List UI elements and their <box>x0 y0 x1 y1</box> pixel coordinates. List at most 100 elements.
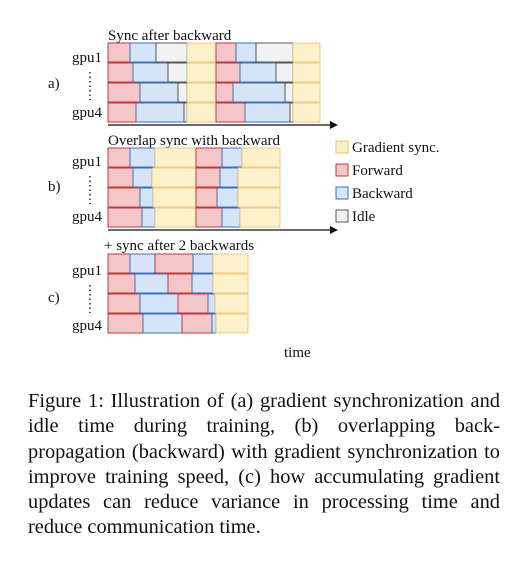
segment-forward <box>167 273 193 294</box>
segment-backward <box>129 147 156 168</box>
segment-sync <box>152 187 197 208</box>
segment-forward <box>177 293 209 314</box>
segment-sync <box>215 313 249 334</box>
figure-caption: Figure 1: Illustration of (a) gradient s… <box>28 390 500 539</box>
segment-backward <box>207 293 216 314</box>
segment-sync <box>212 253 249 274</box>
segment-sync <box>186 62 217 83</box>
segment-forward <box>154 253 194 274</box>
segment-sync <box>292 42 321 63</box>
panel-b-title: Overlap sync with backward <box>108 133 281 149</box>
panel-c-bars <box>107 253 249 334</box>
segment-backward <box>139 82 179 103</box>
legend-label-forward: Forward <box>352 163 403 179</box>
legend-item-forward: Forward <box>335 163 403 179</box>
legend-swatch-backward <box>335 186 349 200</box>
segment-forward <box>107 147 131 168</box>
segment-sync <box>186 82 217 103</box>
segment-idle <box>177 82 188 103</box>
segment-backward <box>239 62 277 83</box>
segment-forward <box>195 207 223 228</box>
legend-item-backward: Backward <box>335 186 413 202</box>
segment-forward <box>107 42 131 63</box>
segment-forward <box>107 253 131 274</box>
legend-swatch-gradient-sync <box>335 140 349 154</box>
segment-forward <box>181 313 213 334</box>
segment-forward <box>107 167 134 188</box>
segment-forward <box>215 102 246 123</box>
segment-forward <box>215 82 234 103</box>
legend-item-gradient-sync: Gradient sync. <box>335 140 439 156</box>
segment-backward <box>129 42 157 63</box>
panel-a-gpu-bottom: gpu4 <box>72 105 103 121</box>
panel-b-gpu-bottom: gpu4 <box>72 209 103 225</box>
segment-sync <box>292 102 321 123</box>
segment-idle <box>284 82 294 103</box>
segment-idle <box>275 62 294 83</box>
legend-label-gradient-sync: Gradient sync. <box>352 140 439 156</box>
segment-backward <box>141 207 156 228</box>
segment-backward <box>219 167 239 188</box>
legend-swatch-idle <box>335 209 349 223</box>
segment-idle <box>255 42 294 63</box>
time-axis-label: time <box>284 345 311 361</box>
segment-sync <box>154 147 197 168</box>
panel-b: Overlap sync with backward b) gpu1 gpu4 <box>48 133 338 234</box>
segment-forward <box>107 313 144 334</box>
legend-swatch-forward <box>335 163 349 177</box>
segment-sync <box>154 207 197 228</box>
segment-idle <box>289 102 294 123</box>
segment-forward <box>107 62 134 83</box>
segment-forward <box>195 187 218 208</box>
segment-sync <box>186 102 217 123</box>
segment-forward <box>107 273 136 294</box>
panel-b-label: b) <box>48 179 61 195</box>
segment-backward <box>132 167 153 188</box>
segment-sync <box>237 187 281 208</box>
segment-backward <box>135 102 185 123</box>
segment-backward <box>235 42 257 63</box>
panel-b-gpu-top: gpu1 <box>72 154 102 170</box>
panel-b-axis-arrowhead <box>330 226 338 234</box>
panel-c-title: + sync after 2 backwards <box>104 238 254 254</box>
panel-b-bars <box>107 147 281 228</box>
panel-a-gpu-top: gpu1 <box>72 50 102 66</box>
segment-idle <box>167 62 188 83</box>
segment-sync <box>237 167 281 188</box>
segment-sync <box>239 207 281 228</box>
segment-idle <box>155 42 188 63</box>
segment-backward <box>221 147 243 168</box>
segment-backward <box>244 102 291 123</box>
segment-forward <box>107 207 143 228</box>
segment-backward <box>139 293 179 314</box>
segment-backward <box>221 207 241 228</box>
panel-c: + sync after 2 backwards c) gpu1 gpu4 ti… <box>48 238 311 361</box>
segment-sync <box>292 82 321 103</box>
panel-c-gpu-bottom: gpu4 <box>72 318 103 334</box>
segment-forward <box>107 102 137 123</box>
panel-a-label: a) <box>48 76 60 92</box>
segment-backward <box>139 187 154 208</box>
segment-backward <box>134 273 169 294</box>
panel-a-title: Sync after backward <box>108 28 232 44</box>
legend-label-backward: Backward <box>352 186 413 202</box>
legend-item-idle: Idle <box>335 209 376 225</box>
segment-sync <box>212 273 249 294</box>
panel-c-gpu-top: gpu1 <box>72 263 102 279</box>
segment-forward <box>195 147 223 168</box>
segment-forward <box>107 293 141 314</box>
segment-forward <box>107 187 141 208</box>
panel-a-axis-arrowhead <box>330 121 338 129</box>
segment-sync <box>151 167 197 188</box>
segment-sync <box>292 62 321 83</box>
segment-sync <box>214 293 249 314</box>
segment-backward <box>232 82 286 103</box>
segment-backward <box>142 313 183 334</box>
segment-backward <box>192 253 214 274</box>
segment-backward <box>211 313 217 334</box>
panel-a-bars <box>107 42 321 123</box>
legend-label-idle: Idle <box>352 209 376 225</box>
segment-idle <box>183 102 188 123</box>
segment-forward <box>215 42 237 63</box>
segment-backward <box>132 62 169 83</box>
